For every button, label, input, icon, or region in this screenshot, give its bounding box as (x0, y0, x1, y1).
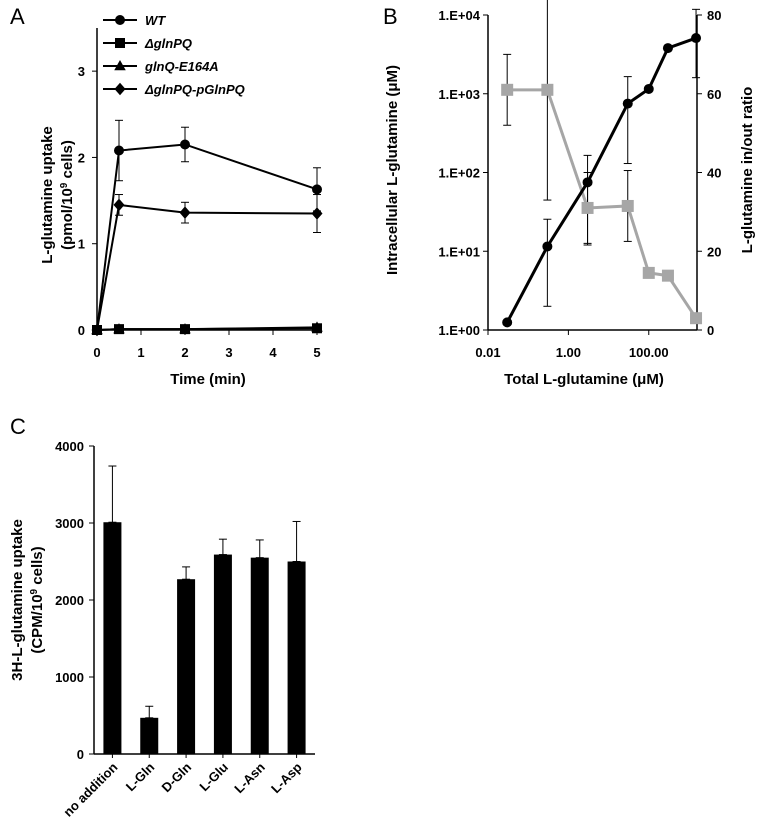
panel-a-series-4-point-2 (113, 198, 125, 212)
panel-b-ratio-point-4 (621, 199, 634, 212)
panel-a-series-3-point-3 (179, 323, 191, 334)
panel-a-ylabel-sup: 9 (59, 182, 70, 188)
panel-b-ratio-point-1 (501, 83, 514, 96)
panel-c-y-tick-label: 1000 (55, 670, 84, 685)
panel-letter-a: A (10, 4, 25, 29)
panel-c-bar-2 (140, 717, 159, 754)
panel-b-left-tick-label: 1.E+03 (438, 87, 480, 102)
panel-a-x-tick-label: 0 (93, 345, 100, 360)
panel-a-y-tick-label: 3 (78, 64, 85, 79)
panel-a-y-tick-label: 0 (78, 323, 85, 338)
panel-c-ylabel-suffix: cells) (29, 546, 46, 589)
panel-c-chart: 3H-L-glutamine uptake (CPM/109 cells) 0 1… (9, 439, 315, 820)
panel-a-ylabel-suffix: cells) (59, 140, 76, 183)
legend-label-3: glnQ-E164A (144, 59, 219, 74)
panel-a-series-4-point-4 (311, 207, 323, 220)
legend-marker-4 (114, 82, 126, 96)
panel-b-x-tick-label: 1.00 (556, 345, 581, 360)
panel-a-series-4-line (96, 203, 318, 331)
panel-b-xlabel: Total L-glutamine (μM) (504, 371, 664, 388)
panel-c-category-label-1: no addition (60, 759, 120, 819)
panel-a-y-tick-label: 1 (78, 237, 85, 252)
panel-c-bar-4 (213, 554, 232, 754)
panel-c-ylabel-line2: (CPM/109 cells) (29, 546, 47, 653)
panel-c-ylabel-prefix: (CPM/10 (29, 594, 46, 653)
panel-a-series-3-point-4 (311, 321, 323, 332)
panel-a-x-tick-label: 2 (181, 345, 188, 360)
panel-c-bar-6 (287, 561, 306, 754)
legend-label-4: ΔglnPQ-pGlnPQ (144, 82, 245, 97)
legend-label-1: WT (145, 13, 166, 28)
panel-c-y-tick-label: 0 (77, 747, 84, 762)
panel-a-x-tick-label: 4 (269, 345, 277, 360)
panel-b-right-axis-label: L-glutamine in/out ratio (739, 87, 756, 254)
panel-c-bar-3 (177, 579, 196, 754)
panel-c-category-label-5: L-Asn (231, 759, 268, 796)
panel-letter-c: C (10, 414, 26, 439)
panel-c-category-label-4: L-Glu (196, 759, 231, 794)
panel-a-series-4-point-1 (91, 323, 103, 337)
panel-a-series-3-point-2 (113, 323, 125, 334)
panel-b-x-tick-label: 0.01 (475, 345, 500, 360)
panel-b-intracellular-point-3 (582, 177, 593, 188)
panel-c-y-tick-label: 2000 (55, 593, 84, 608)
legend-marker-3 (114, 60, 126, 71)
panel-a-y-tick-label: 2 (78, 150, 85, 165)
panel-a-ylabel-prefix: (pmol/10 (59, 188, 76, 250)
panel-b-ratio-point-2 (541, 83, 554, 96)
panel-c-category-label-3: D-Gln (159, 759, 195, 795)
panel-b-right-tick-label: 40 (707, 166, 721, 181)
panel-b-ratio-point-3 (581, 201, 594, 214)
panel-letter-b: B (383, 4, 398, 29)
panel-b-intracellular-point-4 (622, 98, 633, 109)
panel-c-ylabel-sup: 9 (29, 588, 40, 594)
panel-c-y-tick-label: 3000 (55, 516, 84, 531)
panel-a-series-1-point-4 (312, 184, 322, 195)
panel-b-left-tick-label: 1.E+01 (438, 244, 480, 259)
panel-b-ratio-point-7 (690, 312, 703, 325)
legend-marker-2 (115, 38, 125, 48)
panel-a-ylabel-line1: L-glutamine uptake (39, 126, 56, 264)
panel-b-left-axis-label: Intracellular L-glutamine (μM) (384, 65, 401, 275)
panel-b-intracellular-point-2 (542, 241, 553, 252)
panel-b-intracellular-point-5 (643, 83, 654, 94)
panel-c-y-tick-label: 4000 (55, 439, 84, 454)
panel-c-ylabel-line1: 3H-L-glutamine uptake (9, 519, 26, 681)
legend-label-2: ΔglnPQ (144, 36, 192, 51)
panel-a-series-1-point-3 (180, 139, 190, 150)
panel-b-x-tick-label: 100.00 (629, 345, 669, 360)
panel-a-xlabel: Time (min) (170, 371, 246, 388)
panel-c-category-label-2: L-Gln (123, 759, 158, 794)
panel-b-chart: Intracellular L-glutamine (μM) L-glutami… (384, 0, 756, 388)
panel-c-bar-1 (103, 522, 122, 754)
panel-b-right-tick-label: 0 (707, 323, 714, 338)
panel-a-series-1-point-2 (114, 145, 124, 156)
panel-b-left-tick-label: 1.E+02 (438, 166, 480, 181)
panel-b-intracellular-point-6 (662, 43, 673, 54)
panel-a-series-3-line (96, 326, 318, 331)
panel-b-left-tick-label: 1.E+04 (438, 8, 480, 23)
panel-b-left-tick-label: 1.E+00 (438, 323, 480, 338)
panel-a-ylabel-line2: (pmol/109 cells) (59, 140, 77, 250)
panel-b-right-tick-label: 80 (707, 8, 721, 23)
panel-c-category-label-6: L-Asp (268, 759, 305, 796)
panel-b-intracellular-point-7 (691, 33, 702, 44)
panel-c-bar-5 (250, 557, 269, 754)
panel-b-right-tick-label: 60 (707, 87, 721, 102)
panel-a-series-4-point-3 (179, 206, 191, 219)
panel-b-ratio-point-6 (661, 269, 674, 282)
panel-b-intracellular-point-1 (502, 317, 513, 328)
legend-marker-1 (115, 15, 125, 25)
panel-a-x-tick-label: 3 (225, 345, 232, 360)
panel-a-x-tick-label: 1 (137, 345, 144, 360)
panel-a-x-tick-label: 5 (313, 345, 320, 360)
panel-b-ratio-line (507, 88, 698, 320)
panel-a-series-1-line (96, 143, 318, 331)
panel-b-right-tick-label: 20 (707, 244, 721, 259)
panel-b-ratio-point-5 (642, 266, 655, 279)
panel-a-chart: L-glutamine uptake (pmol/109 cells) Time… (39, 13, 323, 388)
